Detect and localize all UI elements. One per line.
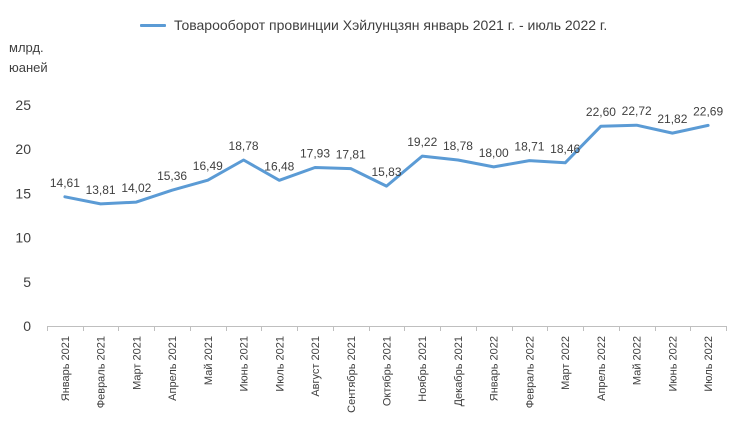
x-tick-label: Февраль 2022 [524,336,536,408]
y-tick-label: 0 [23,318,31,334]
data-label: 15,83 [371,165,401,179]
data-label: 17,93 [300,146,330,160]
x-tick-label: Март 2021 [131,336,143,390]
x-tick-label: Май 2021 [203,336,215,385]
y-axis-unit-line-1: млрд. [9,40,44,55]
y-axis-unit-label: млрд. юаней [9,38,48,78]
x-tick-label: Январь 2021 [60,336,72,401]
x-tick-label: Ноябрь 2021 [417,336,429,402]
series-line [63,123,710,206]
data-label: 16,49 [193,159,223,173]
data-label: 22,60 [586,105,616,119]
y-tick-label: 25 [15,97,31,113]
data-label: 18,71 [514,140,544,154]
data-label: 15,36 [157,169,187,183]
data-label: 17,81 [336,148,366,162]
y-tick-label: 10 [15,230,31,246]
data-label: 18,00 [479,146,509,160]
data-label: 16,48 [264,159,294,173]
x-tick-label: Декабрь 2021 [453,336,465,406]
y-axis-unit-line-2: юаней [9,60,48,75]
data-label: 18,78 [229,139,259,153]
x-tick-label: Март 2022 [560,336,572,390]
legend-line-swatch [140,23,166,27]
x-tick-label: Апрель 2022 [596,336,608,401]
x-tick-label: Сентябрь 2021 [346,336,358,413]
y-tick-label: 15 [15,185,31,201]
x-tick-label: Апрель 2021 [167,336,179,401]
data-label: 22,69 [693,104,723,118]
x-tick-label: Август 2021 [310,336,322,397]
data-label: 18,78 [443,139,473,153]
x-tick-label: Май 2022 [632,336,644,385]
chart-legend: Товарооборот провинции Хэйлунцзян январь… [140,17,607,33]
x-tick-label: Февраль 2021 [96,336,108,408]
x-tick-label: Июль 2021 [274,336,286,392]
data-label: 19,22 [407,135,437,149]
x-tick-label: Октябрь 2021 [382,336,394,406]
x-tick-label: Июнь 2022 [667,336,679,392]
data-label: 18,46 [550,142,580,156]
data-label: 22,72 [622,104,652,118]
y-tick-label: 5 [23,274,31,290]
y-tick-label: 20 [15,141,31,157]
data-label: 21,82 [657,112,687,126]
data-label: 14,02 [121,181,151,195]
legend-label: Товарооборот провинции Хэйлунцзян январь… [174,17,608,33]
x-tick-label: Июль 2022 [703,336,715,392]
x-tick-label: Июнь 2021 [239,336,251,392]
data-label: 13,81 [86,183,116,197]
data-label: 14,61 [50,176,80,190]
x-tick-label: Январь 2022 [489,336,501,401]
